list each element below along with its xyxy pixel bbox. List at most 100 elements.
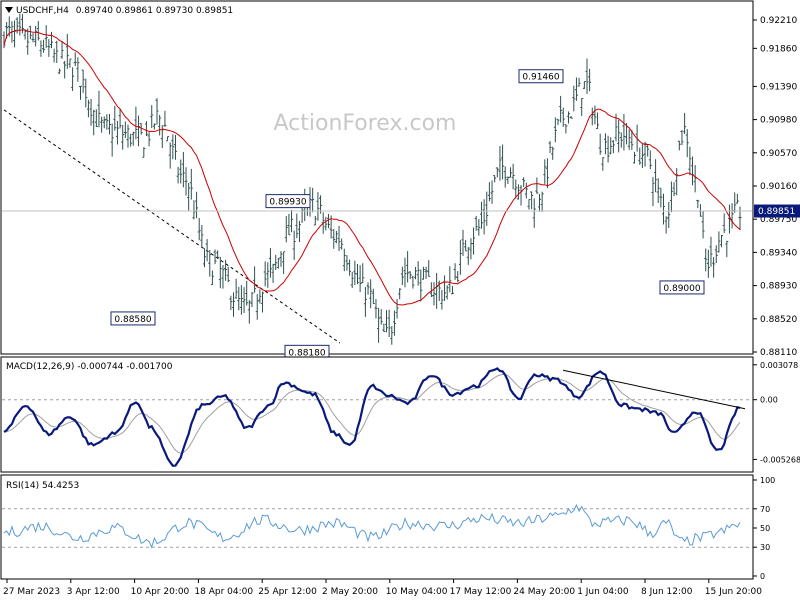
- price-bar: [474, 215, 478, 231]
- price-bar: [363, 286, 367, 317]
- price-bar: [453, 263, 457, 280]
- price-bar: [239, 285, 243, 315]
- price-bar: [559, 95, 563, 123]
- price-bar: [108, 113, 112, 135]
- price-bar: [553, 117, 557, 143]
- price-bar: [94, 109, 98, 128]
- price-bar: [213, 249, 217, 265]
- price-bar: [627, 129, 631, 150]
- price-bar: [659, 187, 663, 208]
- price-bar: [250, 292, 254, 308]
- price-bar: [242, 287, 246, 314]
- price-bar: [287, 213, 291, 236]
- price-bar: [144, 121, 148, 137]
- price-bar: [472, 227, 476, 255]
- price-bar: [712, 257, 716, 278]
- price-bar: [704, 248, 708, 272]
- price-bar: [237, 286, 241, 311]
- price-bar: [493, 175, 497, 183]
- price-bar: [696, 199, 700, 208]
- price-bar: [34, 26, 38, 47]
- price-bar: [68, 58, 72, 68]
- collapse-arrow-icon[interactable]: [5, 7, 13, 13]
- price-bar: [221, 264, 225, 289]
- price-bar: [709, 236, 713, 267]
- price-bar: [609, 137, 613, 155]
- macd-y-axis: 0.003078 0.00 -0.005268: [753, 361, 800, 464]
- price-bar: [638, 147, 642, 165]
- price-bar: [279, 251, 283, 267]
- price-bar: [261, 291, 265, 313]
- current-price-box: [754, 204, 800, 218]
- price-bar: [421, 266, 425, 280]
- price-bar: [326, 213, 330, 229]
- price-bar: [73, 52, 77, 67]
- price-bar: [448, 266, 452, 293]
- price-bar: [147, 132, 151, 147]
- price-bar: [152, 123, 156, 130]
- ohlc-header: USDCHF,H4 0.89740 0.89861 0.89730 0.8985…: [16, 6, 233, 16]
- price-bar: [329, 215, 333, 239]
- x-axis-label: 17 May 12:00: [450, 587, 512, 597]
- current-price-label: 0.89851: [758, 207, 795, 217]
- price-bar: [580, 98, 584, 117]
- price-bar: [355, 264, 359, 285]
- price-trendline: [3, 109, 341, 344]
- price-bar: [234, 278, 238, 299]
- price-bar: [110, 123, 114, 157]
- rsi-title: RSI(14) 54.4253: [6, 481, 79, 491]
- price-bar: [126, 124, 130, 148]
- price-bar: [516, 184, 520, 200]
- price-bar: [495, 167, 499, 178]
- price-bar: [543, 159, 547, 184]
- price-bar: [284, 216, 288, 243]
- price-bar: [672, 182, 676, 196]
- price-bar: [139, 123, 143, 135]
- price-bar: [49, 31, 53, 49]
- price-bar: [398, 288, 402, 300]
- price-bar: [377, 307, 381, 343]
- price-bar: [195, 191, 199, 219]
- price-bar: [197, 217, 201, 241]
- macd-signal-line: [3, 373, 741, 454]
- price-bar: [416, 261, 420, 286]
- price-bar: [366, 282, 370, 295]
- price-bar: [155, 98, 159, 125]
- price-bar: [39, 40, 43, 57]
- price-bar: [210, 270, 214, 286]
- price-bar: [342, 248, 346, 272]
- price-bar: [630, 130, 634, 150]
- price-bar: [374, 299, 378, 319]
- price-bar: [276, 257, 280, 269]
- price-bar: [601, 157, 605, 171]
- price-bar: [527, 198, 531, 210]
- price-bar: [408, 271, 412, 280]
- price-bar: [387, 309, 391, 338]
- price-bar: [593, 105, 597, 125]
- price-bar: [36, 20, 40, 41]
- x-axis-label: 3 Apr 12:00: [67, 587, 120, 597]
- price-bar: [574, 77, 578, 101]
- price-bar: [202, 248, 206, 268]
- price-bar: [71, 67, 75, 91]
- price-bar: [498, 146, 502, 181]
- price-bar: [311, 187, 315, 213]
- price-bar: [424, 266, 428, 279]
- rsi-y-tick-label: 30: [760, 543, 770, 552]
- rsi-y-tick-label: 0: [760, 572, 765, 581]
- price-bar: [669, 181, 673, 213]
- price-bar: [725, 240, 729, 258]
- ohlc-values: 0.89740 0.89861 0.89730 0.89851: [76, 6, 233, 16]
- price-bar: [482, 199, 486, 235]
- price-bar: [683, 112, 687, 134]
- x-axis-label: 1 Jun 04:00: [577, 587, 629, 597]
- price-bar: [551, 146, 555, 160]
- price-bar: [97, 90, 101, 128]
- price-bar: [406, 251, 410, 283]
- price-bar: [200, 224, 204, 247]
- price-bar: [218, 256, 222, 289]
- price-bar: [118, 108, 122, 129]
- price-bar: [588, 68, 592, 92]
- price-annotation-box: [659, 280, 705, 295]
- price-bar: [282, 251, 286, 275]
